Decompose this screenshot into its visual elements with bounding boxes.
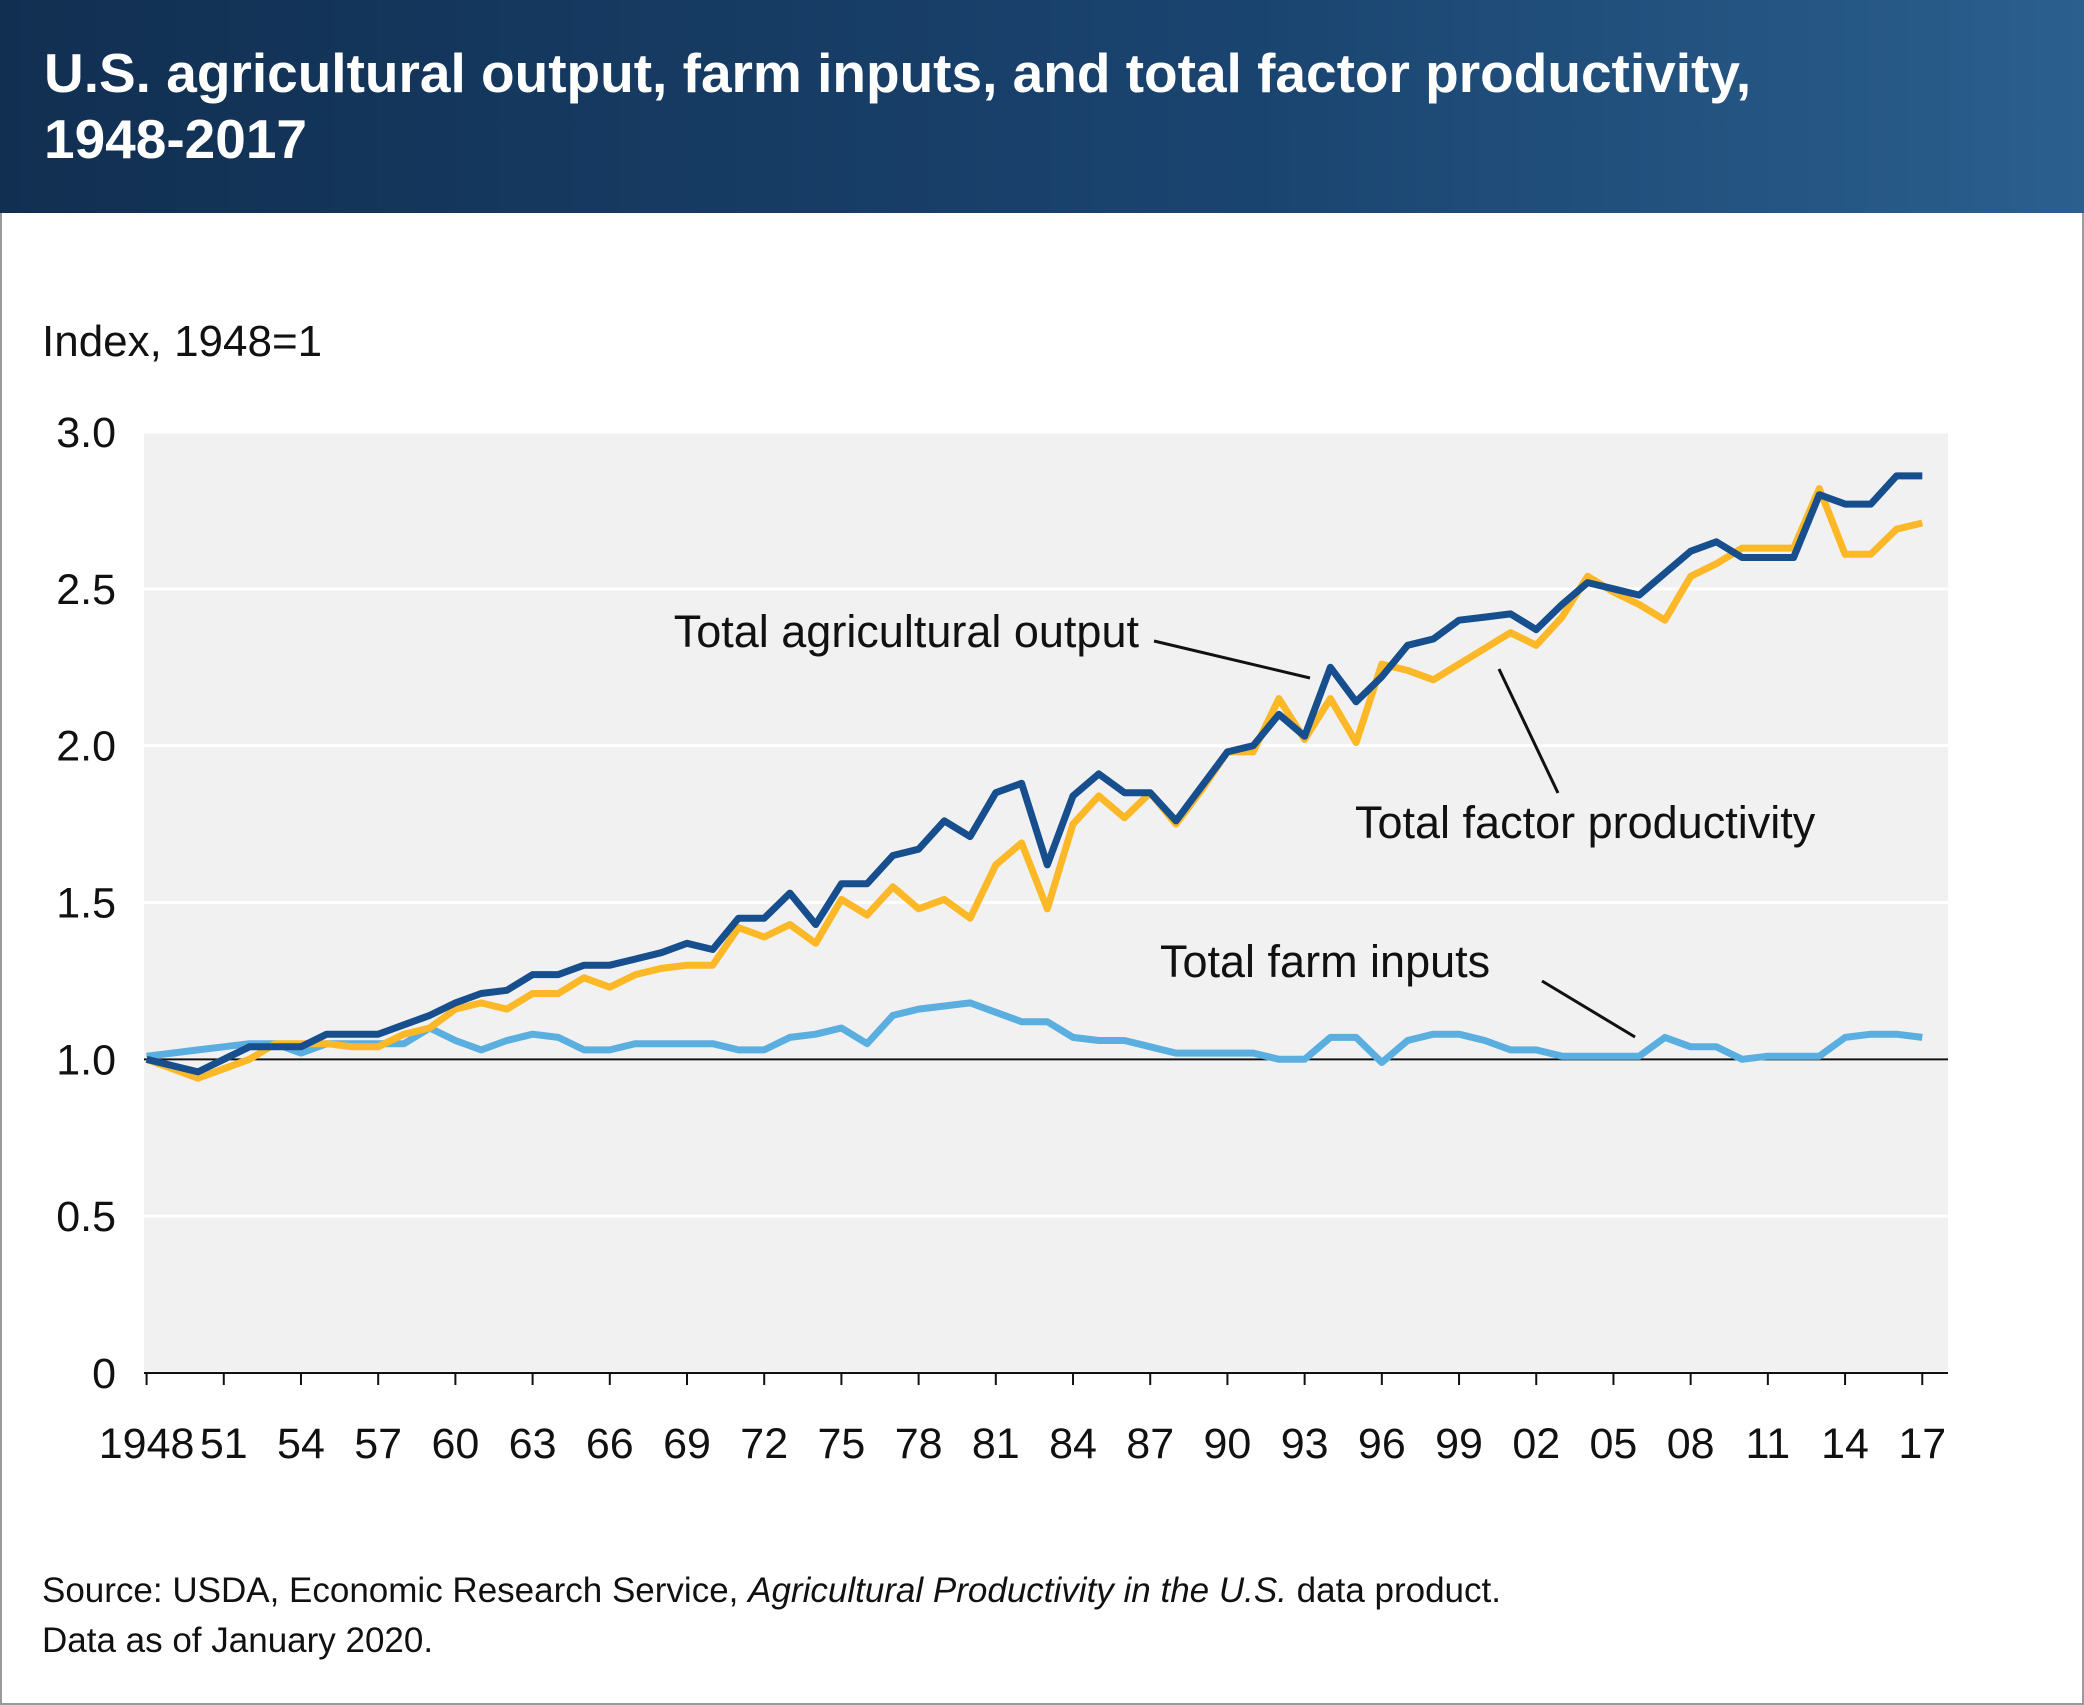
chart-title: U.S. agricultural output, farm inputs, a… bbox=[44, 42, 1751, 170]
x-tick-label: 75 bbox=[817, 1420, 865, 1468]
x-tick-label: 57 bbox=[354, 1420, 402, 1468]
x-tick-label: 60 bbox=[431, 1420, 479, 1468]
y-axis-title: Index, 1948=1 bbox=[42, 317, 322, 366]
x-tick-label: 81 bbox=[972, 1420, 1020, 1468]
source-prefix: Source: USDA, Economic Research Service, bbox=[42, 1571, 748, 1610]
series-label: Total agricultural output bbox=[674, 606, 1140, 657]
y-tick-label: 2.0 bbox=[56, 723, 116, 771]
x-tick-label: 66 bbox=[586, 1420, 634, 1468]
y-tick-label: 3.0 bbox=[56, 409, 116, 457]
series-line bbox=[145, 472, 1923, 1076]
x-tick-label: 51 bbox=[200, 1420, 248, 1468]
x-tick-label: 96 bbox=[1358, 1420, 1406, 1468]
x-tick-label: 1948 bbox=[99, 1420, 195, 1468]
x-tick-label: 84 bbox=[1049, 1420, 1097, 1468]
y-tick-label: 1.5 bbox=[56, 880, 116, 928]
x-tick-label: 99 bbox=[1435, 1420, 1483, 1468]
leader-line bbox=[1541, 979, 1636, 1039]
note: Data as of January 2020. bbox=[42, 1621, 433, 1660]
x-tick-label: 93 bbox=[1281, 1420, 1329, 1468]
y-tick-label: 1.0 bbox=[56, 1036, 116, 1084]
x-tick-label: 11 bbox=[1746, 1420, 1791, 1468]
header-band bbox=[0, 0, 2084, 213]
x-tick-label: 54 bbox=[277, 1420, 325, 1468]
x-tick-label: 02 bbox=[1512, 1420, 1560, 1468]
source-title: Agricultural Productivity in the U.S. bbox=[746, 1571, 1287, 1610]
series-label: Total factor productivity bbox=[1355, 797, 1816, 848]
x-tick-label: 78 bbox=[895, 1420, 943, 1468]
series-line bbox=[146, 999, 1923, 1066]
series-label: Total farm inputs bbox=[1160, 936, 1490, 987]
x-tick-label: 90 bbox=[1204, 1420, 1252, 1468]
source-suffix: data product. bbox=[1287, 1571, 1501, 1610]
x-tick-label: 69 bbox=[663, 1420, 711, 1468]
leader-line bbox=[1497, 668, 1560, 794]
x-tick-label: 14 bbox=[1821, 1420, 1869, 1468]
series-line bbox=[145, 485, 1924, 1082]
y-tick-label: 2.5 bbox=[56, 566, 116, 614]
x-tick-label: 17 bbox=[1898, 1420, 1946, 1468]
x-tick-label: 72 bbox=[740, 1420, 788, 1468]
x-tick-label: 87 bbox=[1126, 1420, 1174, 1468]
x-tick-label: 08 bbox=[1667, 1420, 1715, 1468]
leader-line bbox=[1153, 639, 1311, 680]
y-tick-label: 0 bbox=[92, 1350, 116, 1398]
x-tick-label: 05 bbox=[1590, 1420, 1638, 1468]
x-tick-label: 63 bbox=[509, 1420, 557, 1468]
source: Source: USDA, Economic Research Service,… bbox=[42, 1571, 1501, 1610]
y-tick-label: 0.5 bbox=[56, 1193, 116, 1241]
